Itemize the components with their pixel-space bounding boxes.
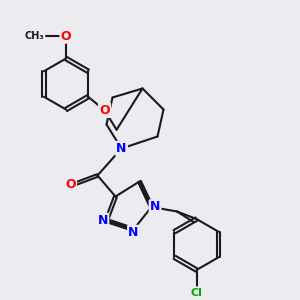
Text: N: N bbox=[98, 214, 108, 227]
Text: N: N bbox=[128, 226, 139, 239]
Text: Cl: Cl bbox=[190, 287, 202, 298]
Text: O: O bbox=[99, 104, 110, 117]
Text: CH₃: CH₃ bbox=[25, 31, 44, 41]
Text: O: O bbox=[65, 178, 76, 191]
Text: O: O bbox=[61, 29, 71, 43]
Text: N: N bbox=[150, 200, 160, 214]
Text: N: N bbox=[116, 142, 127, 155]
